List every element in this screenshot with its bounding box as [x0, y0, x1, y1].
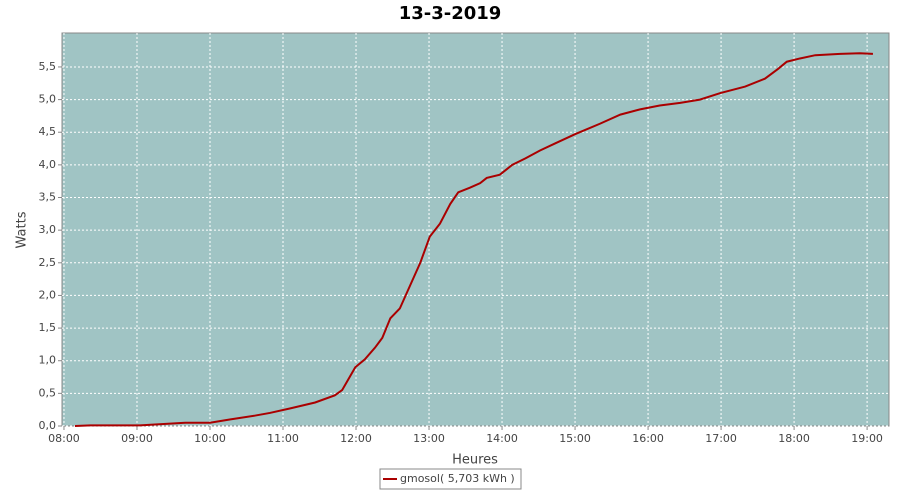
chart-title: 13-3-2019: [399, 3, 502, 24]
y-tick-label: 3,5: [39, 191, 57, 204]
legend-label: gmosol( 5,703 kWh ): [400, 472, 515, 485]
y-tick-label: 1,0: [39, 354, 57, 367]
data-line: [74, 52, 873, 427]
x-tick-label: 11:00: [267, 432, 299, 445]
y-tick-label: 4,0: [39, 158, 57, 171]
x-tick-label: 18:00: [778, 432, 810, 445]
y-tick-label: 5,5: [39, 60, 57, 73]
x-tick-label: 15:00: [559, 432, 591, 445]
x-tick-label: 10:00: [194, 432, 226, 445]
y-tick-label: 4,5: [39, 125, 57, 138]
x-tick-label: 08:00: [48, 432, 80, 445]
plot-area: [61, 32, 890, 427]
x-tick-label: 19:00: [851, 432, 883, 445]
y-tick-label: 1,5: [39, 321, 57, 334]
y-tick-label: 5,0: [39, 93, 57, 106]
legend-box: [379, 468, 522, 490]
legend: gmosol( 5,703 kWh ): [379, 468, 522, 490]
y-tick-label: 0,5: [39, 386, 57, 399]
x-tick-label: 16:00: [632, 432, 664, 445]
x-axis-label: Heures: [452, 453, 498, 468]
x-tick-label: 17:00: [705, 432, 737, 445]
x-tick-label: 13:00: [413, 432, 445, 445]
x-tick-label: 14:00: [486, 432, 518, 445]
x-tick-label: 12:00: [340, 432, 372, 445]
x-tick-label: 09:00: [121, 432, 153, 445]
y-tick-label: 0,0: [39, 419, 57, 432]
y-axis-label: Watts: [15, 211, 30, 248]
y-tick-label: 2,0: [39, 288, 57, 301]
y-tick-label: 3,0: [39, 223, 57, 236]
y-tick-label: 2,5: [39, 256, 57, 269]
